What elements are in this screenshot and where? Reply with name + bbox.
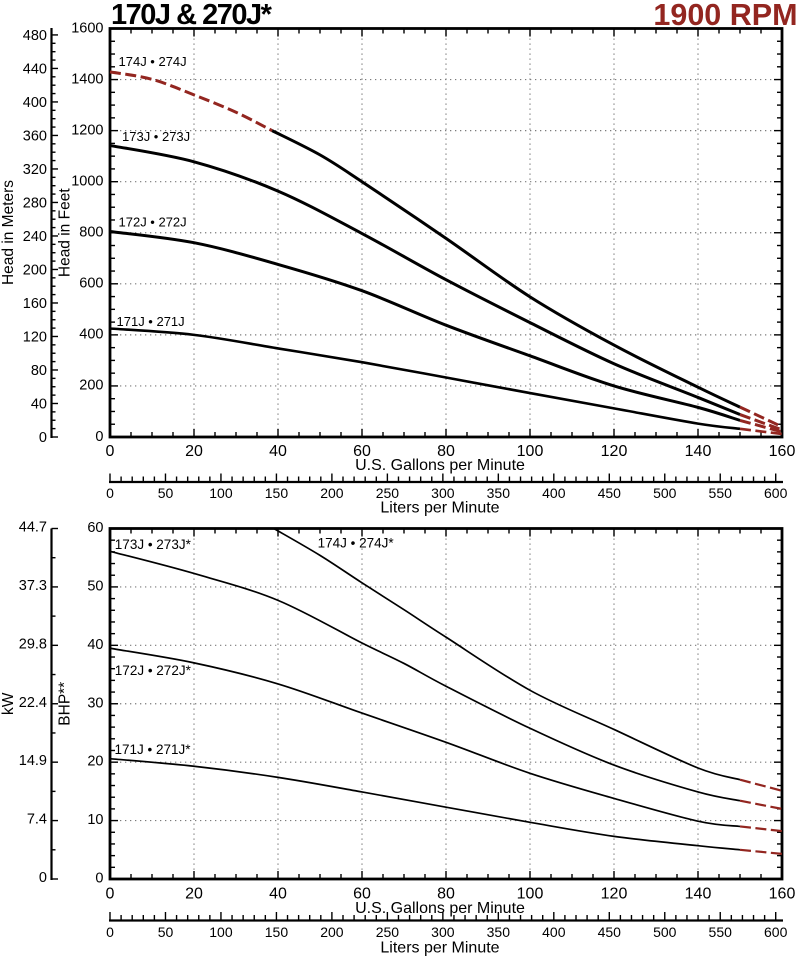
svg-text:20: 20	[87, 754, 103, 770]
svg-text:400: 400	[23, 95, 47, 111]
svg-text:350: 350	[487, 924, 511, 940]
svg-text:40: 40	[269, 886, 287, 903]
svg-text:280: 280	[23, 195, 47, 211]
svg-text:120: 120	[23, 329, 47, 345]
svg-text:360: 360	[23, 128, 47, 144]
svg-text:120: 120	[601, 443, 628, 460]
svg-text:160: 160	[23, 296, 47, 312]
svg-text:140: 140	[685, 886, 712, 903]
svg-text:Liters per Minute: Liters per Minute	[380, 940, 499, 957]
svg-text:0: 0	[106, 485, 114, 501]
svg-text:1600: 1600	[71, 20, 103, 36]
svg-text:40: 40	[87, 637, 103, 653]
svg-text:174J • 274J*: 174J • 274J*	[318, 536, 395, 551]
svg-text:450: 450	[598, 485, 622, 501]
svg-text:50: 50	[87, 578, 103, 594]
svg-text:200: 200	[320, 485, 344, 501]
svg-text:1400: 1400	[71, 71, 103, 87]
svg-text:50: 50	[158, 485, 174, 501]
svg-text:14.9: 14.9	[19, 753, 47, 769]
svg-text:200: 200	[79, 378, 103, 394]
svg-text:300: 300	[431, 924, 455, 940]
svg-text:U.S. Gallons per Minute: U.S. Gallons per Minute	[355, 900, 525, 917]
svg-text:10: 10	[87, 812, 103, 828]
svg-text:400: 400	[542, 924, 566, 940]
svg-text:350: 350	[487, 485, 511, 501]
svg-text:Head in Meters: Head in Meters	[0, 180, 17, 285]
svg-text:160: 160	[769, 443, 796, 460]
svg-text:600: 600	[764, 924, 788, 940]
svg-text:60: 60	[87, 520, 103, 536]
svg-text:60: 60	[353, 886, 371, 903]
svg-text:171J • 271J*: 171J • 271J*	[115, 742, 192, 757]
svg-text:0: 0	[106, 886, 115, 903]
svg-text:Liters per Minute: Liters per Minute	[380, 500, 499, 517]
svg-text:160: 160	[769, 886, 796, 903]
svg-text:0: 0	[95, 871, 103, 887]
svg-text:500: 500	[653, 485, 677, 501]
svg-text:200: 200	[23, 262, 47, 278]
svg-text:20: 20	[185, 886, 203, 903]
svg-text:100: 100	[209, 485, 233, 501]
svg-text:170J & 270J*: 170J & 270J*	[111, 0, 273, 31]
svg-text:172J • 272J*: 172J • 272J*	[115, 663, 192, 678]
svg-text:0: 0	[106, 924, 114, 940]
svg-text:140: 140	[685, 443, 712, 460]
svg-text:400: 400	[542, 485, 566, 501]
svg-text:240: 240	[23, 229, 47, 245]
svg-text:80: 80	[437, 443, 455, 460]
svg-text:Head in Feet: Head in Feet	[57, 188, 74, 277]
svg-text:173J • 273J: 173J • 273J	[122, 129, 190, 144]
svg-text:22.4: 22.4	[19, 695, 47, 711]
svg-text:150: 150	[265, 924, 289, 940]
svg-text:40: 40	[269, 443, 287, 460]
svg-text:30: 30	[87, 695, 103, 711]
svg-text:100: 100	[209, 924, 233, 940]
svg-text:40: 40	[31, 396, 47, 412]
svg-text:1900 RPM: 1900 RPM	[653, 0, 797, 32]
svg-text:20: 20	[185, 443, 203, 460]
svg-text:600: 600	[79, 276, 103, 292]
svg-text:171J • 271J: 171J • 271J	[117, 314, 185, 329]
svg-text:0: 0	[39, 870, 47, 886]
svg-text:37.3: 37.3	[19, 578, 47, 594]
svg-text:7.4: 7.4	[27, 812, 47, 828]
svg-text:U.S. Gallons per Minute: U.S. Gallons per Minute	[355, 457, 525, 474]
svg-text:150: 150	[265, 485, 289, 501]
svg-text:550: 550	[709, 924, 733, 940]
svg-text:100: 100	[517, 886, 544, 903]
svg-text:600: 600	[764, 485, 788, 501]
svg-text:1000: 1000	[71, 173, 103, 189]
svg-text:500: 500	[653, 924, 677, 940]
svg-text:174J • 274J: 174J • 274J	[119, 54, 187, 69]
svg-text:250: 250	[376, 485, 400, 501]
svg-text:50: 50	[158, 924, 174, 940]
svg-text:250: 250	[376, 924, 400, 940]
svg-text:1200: 1200	[71, 122, 103, 138]
svg-text:60: 60	[353, 443, 371, 460]
svg-text:80: 80	[31, 363, 47, 379]
svg-text:100: 100	[517, 443, 544, 460]
svg-text:800: 800	[79, 225, 103, 241]
svg-text:173J • 273J*: 173J • 273J*	[115, 537, 192, 552]
svg-text:320: 320	[23, 162, 47, 178]
svg-text:450: 450	[598, 924, 622, 940]
svg-text:0: 0	[95, 429, 103, 445]
svg-text:550: 550	[709, 485, 733, 501]
svg-text:44.7: 44.7	[19, 520, 47, 536]
svg-text:480: 480	[23, 28, 47, 44]
svg-text:300: 300	[431, 485, 455, 501]
svg-text:200: 200	[320, 924, 344, 940]
svg-text:80: 80	[437, 886, 455, 903]
svg-text:0: 0	[106, 443, 115, 460]
svg-text:0: 0	[39, 430, 47, 446]
svg-text:440: 440	[23, 61, 47, 77]
svg-text:120: 120	[601, 886, 628, 903]
svg-text:kW: kW	[0, 692, 17, 715]
svg-text:172J • 272J: 172J • 272J	[119, 215, 187, 230]
svg-text:29.8: 29.8	[19, 636, 47, 652]
svg-text:400: 400	[79, 327, 103, 343]
svg-text:BHP**: BHP**	[57, 682, 74, 726]
